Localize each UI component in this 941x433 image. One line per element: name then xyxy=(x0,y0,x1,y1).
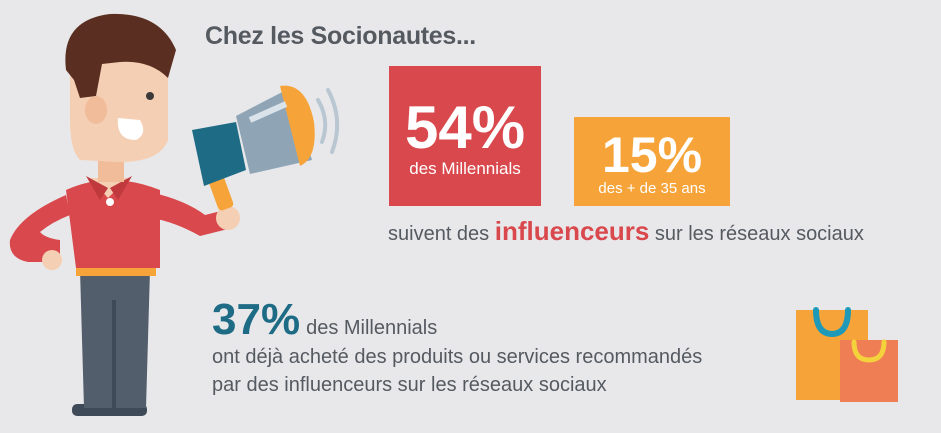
stat-value: 54% xyxy=(404,94,526,161)
stat-label: des + de 35 ans xyxy=(598,180,706,197)
purchase-stat-label: des Millennials xyxy=(306,317,438,339)
stat-label: des Millennials xyxy=(409,159,521,178)
shopping-bags-icon xyxy=(796,307,898,402)
statement-highlight: influenceurs xyxy=(494,216,650,246)
stat-card-millennials: 54% des Millennials xyxy=(389,66,541,206)
purchase-description-line2: par des influenceurs sur les réseaux soc… xyxy=(212,374,607,396)
purchase-description: ont déjà acheté des produits ou services… xyxy=(212,343,702,399)
influencer-statement: suivent des influenceurs sur les réseaux… xyxy=(388,216,864,247)
stat-card-over-35: 15% des + de 35 ans xyxy=(574,117,730,206)
stat-value: 15% xyxy=(601,127,703,183)
megaphone-icon xyxy=(192,85,315,211)
sound-waves-icon xyxy=(316,88,340,154)
statement-suffix: sur les réseaux sociaux xyxy=(654,223,864,245)
purchase-stat-value: 37% xyxy=(212,295,301,344)
man-with-megaphone-icon xyxy=(9,13,340,416)
purchase-description-line1: ont déjà acheté des produits ou services… xyxy=(212,346,703,368)
purchase-stat: 37% des Millennials xyxy=(212,295,437,345)
page-title: Chez les Socionautes... xyxy=(205,22,476,50)
statement-prefix: suivent des xyxy=(388,223,490,245)
